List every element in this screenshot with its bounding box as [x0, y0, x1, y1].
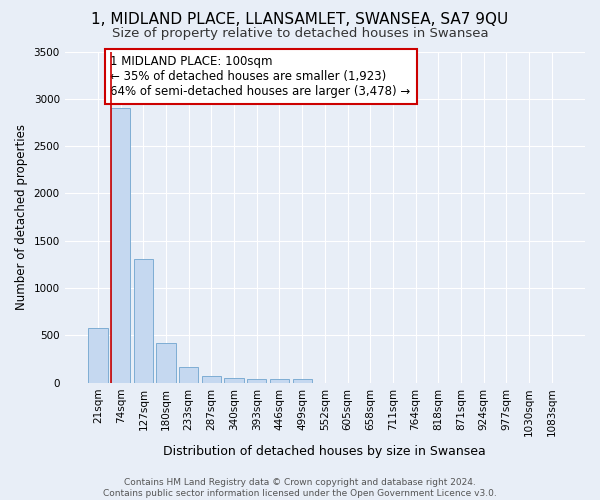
Bar: [270, 379, 289, 382]
Text: Contains HM Land Registry data © Crown copyright and database right 2024.
Contai: Contains HM Land Registry data © Crown c…: [103, 478, 497, 498]
Text: 1 MIDLAND PLACE: 100sqm
← 35% of detached houses are smaller (1,923)
64% of semi: 1 MIDLAND PLACE: 100sqm ← 35% of detache…: [110, 56, 410, 98]
Bar: [157, 344, 176, 382]
Bar: [224, 378, 244, 382]
X-axis label: Distribution of detached houses by size in Swansea: Distribution of detached houses by size …: [163, 444, 486, 458]
Bar: [247, 379, 266, 382]
Bar: [134, 258, 153, 382]
Bar: [111, 108, 130, 382]
Text: Size of property relative to detached houses in Swansea: Size of property relative to detached ho…: [112, 28, 488, 40]
Text: 1, MIDLAND PLACE, LLANSAMLET, SWANSEA, SA7 9QU: 1, MIDLAND PLACE, LLANSAMLET, SWANSEA, S…: [91, 12, 509, 28]
Bar: [293, 379, 312, 382]
Bar: [88, 328, 107, 382]
Y-axis label: Number of detached properties: Number of detached properties: [15, 124, 28, 310]
Bar: [179, 366, 199, 382]
Bar: [202, 376, 221, 382]
